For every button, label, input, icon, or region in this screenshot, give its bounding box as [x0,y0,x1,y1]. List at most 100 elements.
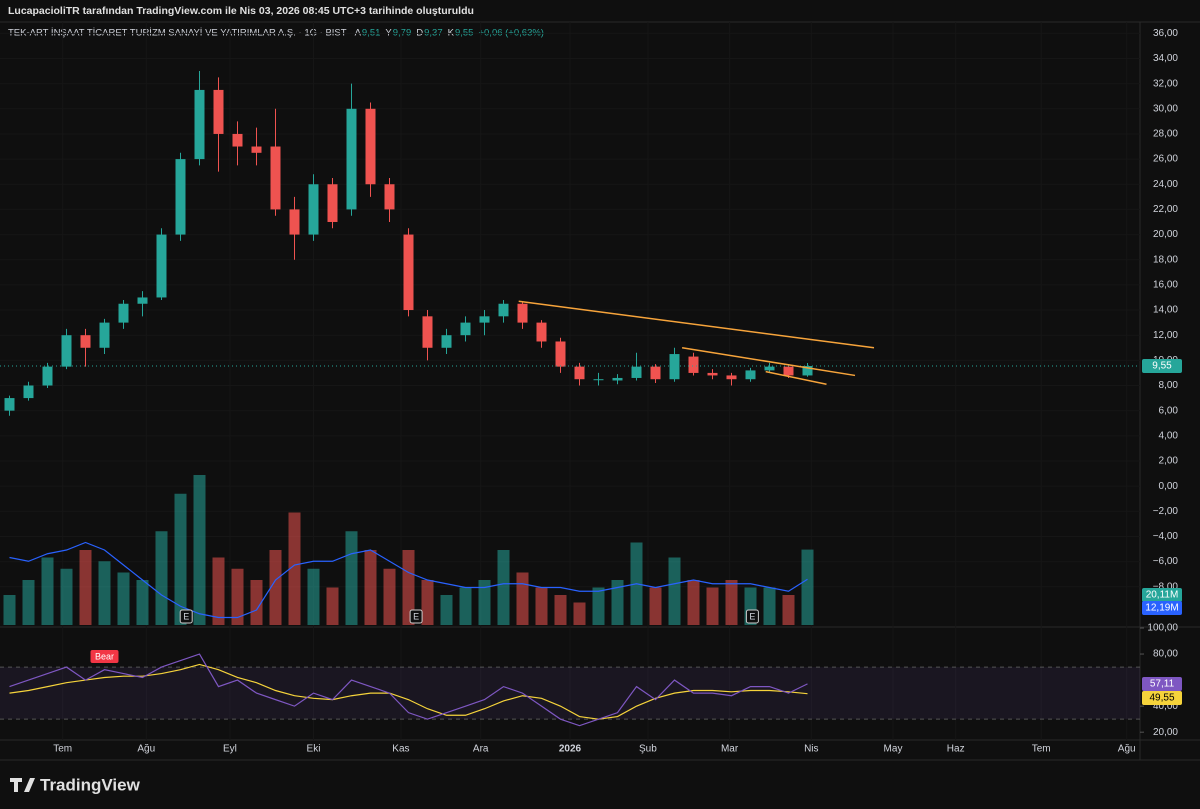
candle-body [23,385,34,399]
y-tick-label: 28,00 [1153,129,1178,140]
logo-icon [10,778,35,792]
candle-body [441,335,452,348]
volume-bar [136,580,149,625]
rsi-tick-label: 20,00 [1153,727,1178,738]
volume-bar [611,580,624,625]
rsi-band [0,667,1140,720]
y-tick-label: 24,00 [1153,179,1178,190]
volume-bar [364,550,377,625]
x-tick-label: Tem [1032,744,1051,755]
trendline [765,370,827,385]
volume-ma-tag: 12,19M [1145,603,1178,614]
candle-body [327,184,338,222]
candle-body [308,184,319,235]
candle-body [688,356,699,373]
candle-body [156,234,167,298]
y-tick-label: 14,00 [1153,305,1178,316]
candle-body [650,366,661,380]
candle-body [251,146,262,153]
volume-bar [516,572,529,625]
trendline [681,347,856,377]
y-tick-label: 8,00 [1159,380,1179,391]
candle-body [745,370,756,380]
volume-bar [79,550,92,625]
candle-body [232,133,243,147]
candle-body [213,89,224,134]
volume-bar [573,602,586,625]
x-tick-label: Ağu [137,744,155,755]
candle-body [4,398,15,411]
trendline [518,300,875,349]
volume-bar [231,568,244,625]
rsi-ma-line [9,663,808,720]
y-tick-label: 12,00 [1153,330,1178,341]
volume-ma-line [9,541,808,619]
candle-body [669,354,680,380]
y-tick-label: 16,00 [1153,280,1178,291]
candle-body [346,108,357,210]
rsi-value-tag: 57,11 [1150,679,1175,690]
candle-body [726,375,737,380]
x-tick-label: Tem [53,744,72,755]
volume-bar [155,531,168,625]
candle-body [61,335,72,367]
y-tick-label: 26,00 [1153,154,1178,165]
volume-tag-box [1142,588,1182,602]
rsi-tick-label: 80,00 [1153,649,1178,660]
y-tick-label: 32,00 [1153,78,1178,89]
volume-bar [459,587,472,625]
x-tick-label: May [884,744,903,755]
candle-body [403,234,414,311]
candle-body [80,335,91,348]
volume-bar [383,568,396,625]
volume-bar [212,557,225,625]
y-tick-label: 18,00 [1153,254,1178,265]
volume-bar [269,550,282,625]
y-tick-label: 6,00 [1159,405,1179,416]
signal-box [90,650,119,663]
x-tick-label: Mar [721,744,739,755]
rsi-ma-tag: 49,55 [1149,693,1174,704]
earnings-box [179,609,193,624]
candle-body [783,366,794,376]
volume-bar [497,550,510,625]
earnings-box [745,609,759,624]
candle-body [517,303,528,323]
candle-body [479,316,490,323]
candle-body [99,322,110,348]
x-tick-label: Haz [947,744,965,755]
caption: LucapacioliTR tarafından TradingView.com… [8,5,474,17]
candle-body [137,297,148,304]
x-tick-label: 2026 [559,744,582,755]
volume-tag: 20,11M [1146,590,1179,601]
earnings-box [409,609,423,624]
candle-body [764,366,775,371]
x-tick-label: Nis [804,744,818,755]
volume-bar [326,587,339,625]
rsi-ma-tag-box [1142,691,1182,705]
y-tick-label: −6,00 [1153,556,1179,567]
volume-bar [193,475,206,625]
y-tick-label: 22,00 [1153,204,1178,215]
y-tick-label: 20,00 [1153,229,1178,240]
candle-body [194,89,205,160]
volume-bar [174,493,187,625]
volume-bar [668,557,681,625]
volume-ma-tag-box [1142,601,1182,615]
candle-body [498,303,509,317]
candle-body [574,366,585,380]
y-tick-label: 36,00 [1153,28,1178,39]
volume-bar [3,595,16,625]
x-tick-label: Eki [307,744,321,755]
x-tick-label: Eyl [223,744,237,755]
volume-bar [801,549,814,625]
candle-body [460,322,471,336]
tv-logo: TradingView [10,775,141,794]
candle-body [612,377,623,381]
volume-bar [440,595,453,625]
volume-bar [345,531,358,625]
earnings-label: E [413,611,419,621]
volume-bar [687,580,700,625]
volume-bar [421,580,434,625]
x-tick-label: Şub [639,744,657,755]
